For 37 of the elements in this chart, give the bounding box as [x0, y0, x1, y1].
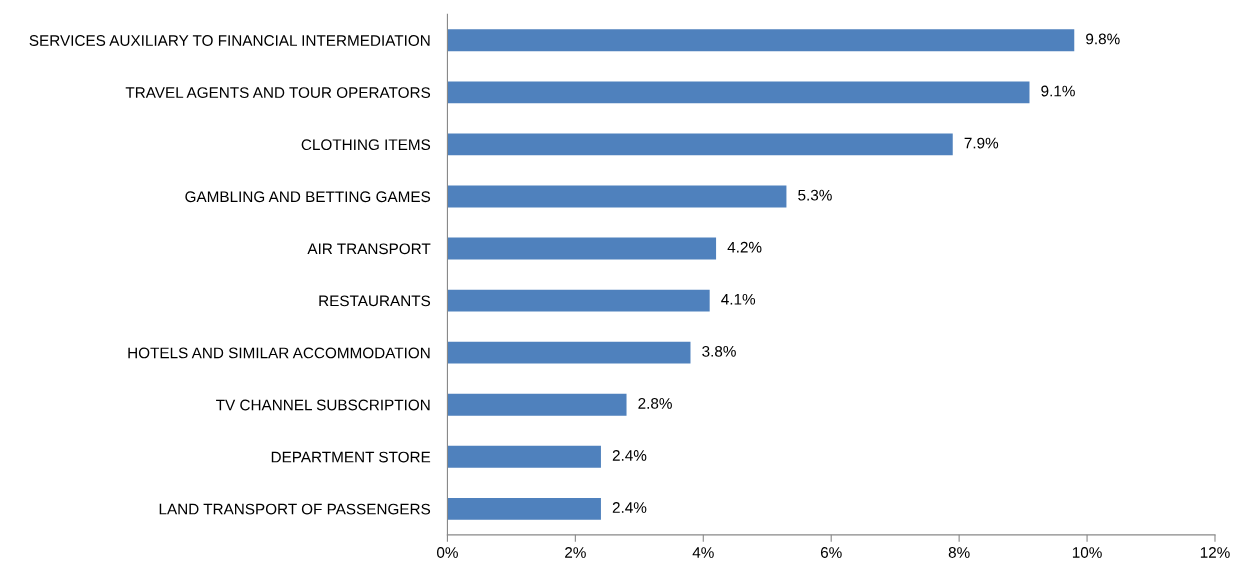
bar	[447, 445, 601, 468]
data-label: 7.9%	[964, 137, 999, 149]
bar	[447, 289, 710, 312]
x-tick-label: 6%	[820, 547, 842, 558]
data-label: 4.1%	[721, 293, 756, 305]
y-tick-label: CLOTHING ITEMS	[301, 139, 431, 151]
bar	[447, 341, 691, 364]
y-tick-label: AIR TRANSPORT	[307, 243, 431, 255]
data-label: 9.1%	[1041, 85, 1075, 97]
bar	[447, 237, 717, 260]
x-tick-label: 2%	[565, 547, 586, 558]
y-tick-label: TRAVEL AGENTS AND TOUR OPERATORS	[125, 87, 431, 99]
x-tick-label: 4%	[692, 547, 714, 558]
data-label: 3.8%	[702, 345, 736, 357]
y-tick-label: RESTAURANTS	[319, 295, 431, 307]
bar	[447, 497, 601, 520]
y-tick-label: TV CHANNEL SUBSCRIPTION	[216, 399, 430, 411]
x-tick-label: 0%	[436, 547, 458, 558]
y-tick-label: HOTELS AND SIMILAR ACCOMMODATION	[128, 347, 430, 359]
x-tick-label: 10%	[1072, 547, 1102, 558]
bar	[447, 81, 1030, 104]
y-tick-label: DEPARTMENT STORE	[271, 451, 431, 463]
x-tick-label: 8%	[948, 547, 970, 558]
bar	[447, 393, 627, 416]
data-label: 9.8%	[1086, 33, 1120, 45]
data-label: 4.2%	[727, 241, 762, 253]
x-tick-label: 12%	[1200, 547, 1230, 558]
data-label: 2.8%	[638, 397, 672, 409]
y-tick-label: LAND TRANSPORT OF PASSENGERS	[159, 503, 431, 515]
bar	[447, 185, 787, 208]
data-label: 2.4%	[612, 502, 647, 513]
y-tick-label: SERVICES AUXILIARY TO FINANCIAL INTERMEDIATION	[29, 35, 430, 46]
y-tick-label: GAMBLING AND BETTING GAMES	[185, 191, 431, 203]
data-label: 5.3%	[798, 189, 832, 201]
data-label: 2.4%	[612, 450, 647, 461]
bar	[447, 29, 1075, 52]
bar	[447, 133, 953, 156]
